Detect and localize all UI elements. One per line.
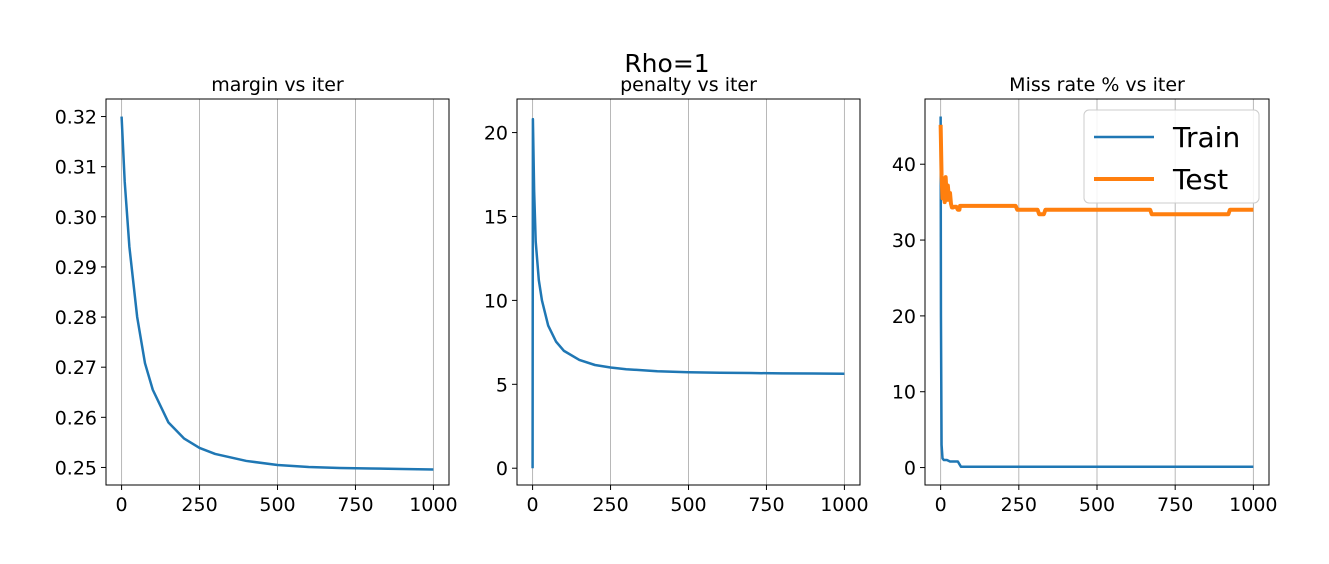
x-tick-label: 1000 [409,494,457,516]
subplot-2: penalty vs iter 0 250 500 750 1000 0 5 10 15 20 [484,74,869,516]
y-tick-label: 20 [484,123,508,145]
x-tick-label: 250 [592,494,628,516]
x-tick-label: 0 [527,494,539,516]
y-tick-label: 0.30 [55,207,97,229]
figure-title: Rho=1 [624,49,709,78]
subplot-3: Miss rate % vs iter 0 250 500 750 1000 0 10 20 30… [892,74,1278,516]
legend: Train Test [1083,109,1260,204]
x-tick-label: 1000 [1229,494,1277,516]
x-tick-label: 750 [1157,494,1193,516]
series-line [120,116,434,471]
x-tick-label: 750 [748,494,784,516]
y-tick-label: 0.31 [55,157,97,179]
y-tick-label: 0.26 [55,407,97,429]
y-tick-label: 0 [496,458,508,480]
x-tick-label: 500 [1079,494,1115,516]
y-tick-label: 10 [484,290,508,312]
series-line-test [938,124,1254,217]
series-line [531,117,845,469]
subplot-title: penalty vs iter [620,74,757,96]
y-tick-label: 0.25 [55,457,97,479]
y-tick-label: 20 [892,306,916,328]
y-tick-label: 30 [892,230,916,252]
y-tick-label: 0.27 [55,357,97,379]
y-tick-label: 10 [892,382,916,404]
y-tick-label: 0.32 [55,107,97,129]
y-tick-label: 0 [904,458,916,480]
subplot-title: Miss rate % vs iter [1009,74,1185,96]
x-tick-label: 1000 [820,494,868,516]
subplot-title: margin vs iter [211,74,344,96]
x-tick-label: 750 [337,494,373,516]
x-tick-label: 500 [670,494,706,516]
y-tick-label: 15 [484,206,508,228]
series-line-train [939,116,1254,469]
legend-label: Train [1172,121,1240,154]
y-tick-label: 0.29 [55,257,97,279]
x-tick-label: 0 [116,494,128,516]
x-tick-label: 0 [935,494,947,516]
x-tick-label: 250 [181,494,217,516]
x-tick-label: 500 [259,494,295,516]
subplot-1: margin vs iter 0 250 500 750 1000 0.25 0.26 0.27… [55,74,458,516]
x-tick-label: 250 [1001,494,1037,516]
legend-label: Test [1172,163,1228,196]
y-tick-label: 0.28 [55,307,97,329]
y-tick-label: 5 [496,374,508,396]
y-tick-label: 40 [892,154,916,176]
